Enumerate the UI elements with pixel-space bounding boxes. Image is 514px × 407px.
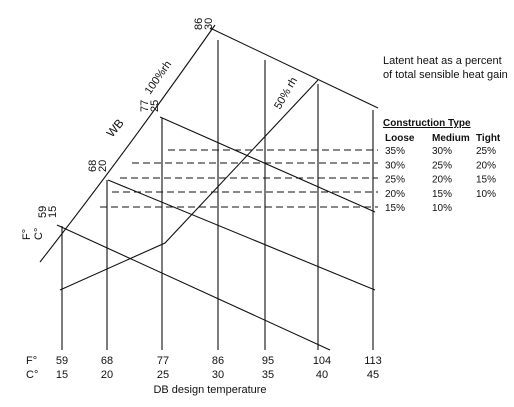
- top-boundary: [209, 27, 379, 109]
- chart-lines: [39, 24, 379, 351]
- table-cell: 30%: [385, 160, 405, 171]
- table-title: Construction Type: [383, 118, 471, 129]
- note: Latent heat as a percent: [383, 55, 502, 67]
- wb-f: 86: [193, 18, 205, 30]
- tick-label: 35: [262, 369, 274, 381]
- table-header: Tight: [476, 133, 501, 144]
- curve-label: 100%rh: [143, 59, 175, 97]
- axis-unit: C°: [26, 369, 38, 381]
- wb-c: 25: [149, 100, 161, 112]
- rh50-curve: [59, 79, 319, 291]
- tick-label: 20: [101, 369, 113, 381]
- table-cell: 15%: [385, 203, 405, 214]
- tick-label: 45: [367, 369, 379, 381]
- table-cell: 25%: [385, 175, 405, 186]
- axis-unit: F°: [26, 355, 37, 367]
- table-cell: 10%: [476, 189, 496, 200]
- table-cell: 25%: [432, 160, 452, 171]
- tick-label: 77: [157, 355, 169, 367]
- tick-label: 68: [101, 355, 113, 367]
- tick-label: 104: [313, 355, 331, 367]
- wb-c: 15: [47, 206, 59, 218]
- table-cell: 15%: [432, 189, 452, 200]
- table-cell: 35%: [385, 146, 405, 157]
- wb-c: 20: [97, 160, 109, 172]
- axis-title: DB design temperature: [153, 384, 266, 396]
- table-cell: 20%: [385, 189, 405, 200]
- saturation-curve: [39, 24, 216, 263]
- wb-f: 59: [37, 206, 49, 218]
- x-axis: F° C° 59 68 77 86 95 104 113 15 20 25 30 35 40 45: [26, 355, 382, 381]
- table-cell: 20%: [476, 160, 496, 171]
- table: Loose Medium Tight 35% 30% 25% 30% 25% 20% 25% 20%…: [385, 133, 501, 214]
- wb-label: WB: [104, 116, 127, 140]
- table-cell: 30%: [432, 146, 452, 157]
- table-cell: 20%: [432, 175, 452, 186]
- table-header: Loose: [385, 133, 415, 144]
- wb-unit: C°: [33, 228, 45, 240]
- table-cell: 15%: [476, 175, 496, 186]
- db-lines: [61, 40, 374, 350]
- tick-label: 59: [56, 355, 68, 367]
- tick-label: 113: [364, 355, 382, 367]
- tick-label: 40: [316, 369, 328, 381]
- wb-f: 68: [87, 160, 99, 172]
- tick-label: 15: [56, 369, 68, 381]
- tick-label: 30: [212, 369, 224, 381]
- tick-label: 25: [157, 369, 169, 381]
- note: of total sensible heat gain: [383, 69, 508, 81]
- tick-label: 95: [262, 355, 274, 367]
- wb-f: 77: [139, 100, 151, 112]
- wb-c: 30: [203, 18, 215, 30]
- table-header: Medium: [432, 133, 470, 144]
- wb-unit: F°: [21, 229, 33, 240]
- latent-lines: [100, 149, 378, 208]
- curve-label: 50% rh: [272, 75, 300, 111]
- tick-label: 86: [212, 355, 224, 367]
- table-cell: 25%: [476, 146, 496, 157]
- wb-lines: [56, 116, 376, 351]
- table-cell: 10%: [432, 203, 452, 214]
